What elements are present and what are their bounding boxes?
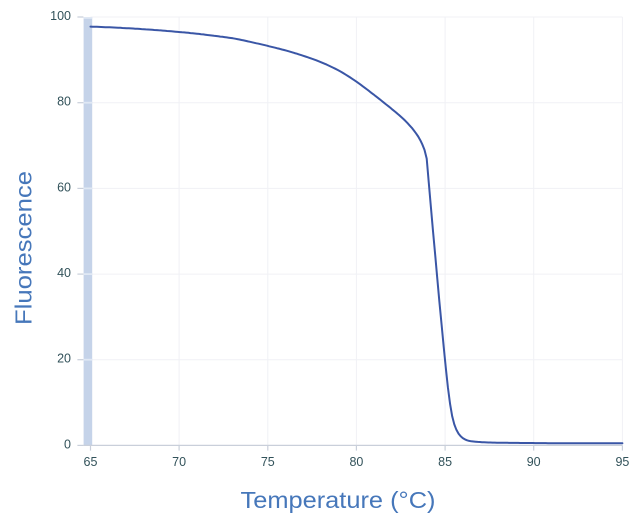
svg-text:0: 0 bbox=[64, 437, 71, 451]
svg-text:Temperature (°C): Temperature (°C) bbox=[241, 487, 436, 513]
svg-text:95: 95 bbox=[615, 455, 629, 469]
svg-text:75: 75 bbox=[261, 455, 275, 469]
svg-text:60: 60 bbox=[57, 180, 71, 194]
svg-text:80: 80 bbox=[57, 95, 71, 109]
svg-text:20: 20 bbox=[57, 352, 71, 366]
svg-text:40: 40 bbox=[57, 266, 71, 280]
svg-text:65: 65 bbox=[84, 455, 98, 469]
svg-text:100: 100 bbox=[50, 9, 71, 23]
svg-text:80: 80 bbox=[349, 455, 363, 469]
svg-text:70: 70 bbox=[172, 455, 186, 469]
svg-text:90: 90 bbox=[527, 455, 541, 469]
svg-text:Fluorescence: Fluorescence bbox=[11, 171, 37, 325]
svg-text:85: 85 bbox=[438, 455, 452, 469]
